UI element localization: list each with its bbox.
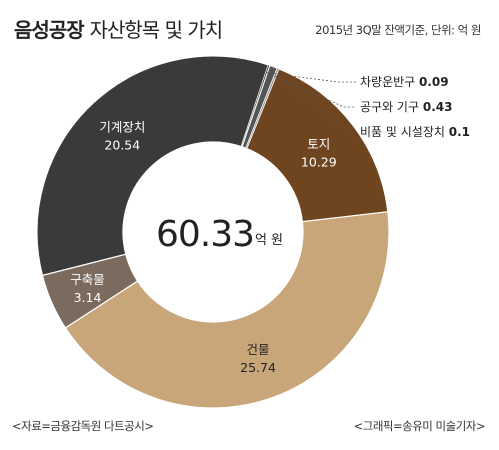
slice-토지 [245, 68, 389, 223]
slice-label: 토지 [307, 136, 330, 151]
slice-value-label: 3.14 [74, 290, 102, 305]
callout-label: 공구와 기구 0.43 [360, 100, 452, 114]
callout-label: 차량운반구 0.09 [360, 75, 449, 89]
source-note: <자료=금융감독원 다트공시> [12, 419, 154, 433]
slice-value-label: 20.54 [104, 138, 140, 153]
slice-label: 건물 [247, 342, 270, 357]
slice-value-label: 10.29 [301, 154, 337, 169]
callout-label: 비품 및 시설장치 0.1 [360, 125, 470, 139]
slice-비품-및-시설장치 [245, 67, 280, 149]
slice-label: 기계장치 [99, 120, 145, 135]
credit-note: <그래픽=송유미 미술기자> [353, 419, 486, 433]
callout-line [266, 72, 356, 83]
slice-기계장치 [36, 55, 270, 277]
title-rest: 자산항목 및 가치 [89, 18, 224, 42]
total-value: 60.33 [156, 214, 254, 255]
slice-label: 구축물 [70, 272, 105, 287]
chart-title: 음성공장 자산항목 및 가치 [14, 14, 224, 43]
slice-건물 [64, 211, 390, 409]
total-unit: 억 원 [255, 233, 283, 248]
title-bold: 음성공장 [14, 18, 85, 42]
slice-value-label: 25.74 [240, 360, 276, 375]
callout-line [274, 75, 356, 133]
callout-line [270, 73, 356, 108]
unit-note: 2015년 3Q말 잔액기준, 단위: 억 원 [315, 23, 481, 37]
